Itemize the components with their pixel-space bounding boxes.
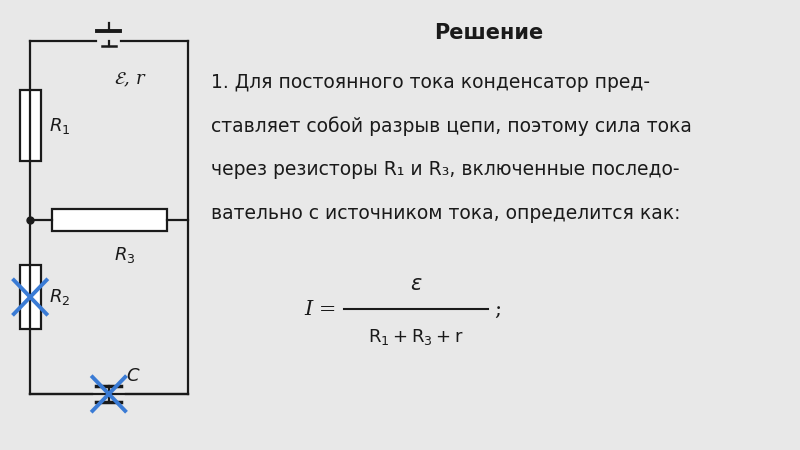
Text: через резисторы R₁ и R₃, включенные последо-: через резисторы R₁ и R₃, включенные посл… (210, 160, 679, 180)
Bar (52, 209, 167, 231)
Text: $R_1$: $R_1$ (50, 116, 70, 135)
Text: $R_3$: $R_3$ (114, 245, 135, 265)
Text: 1. Для постоянного тока конденсатор пред-: 1. Для постоянного тока конденсатор пред… (210, 73, 650, 92)
Text: $\mathrm{R_1 + R_3 + r}$: $\mathrm{R_1 + R_3 + r}$ (368, 327, 464, 347)
Bar (20, 90, 41, 162)
Text: вательно с источником тока, определится как:: вательно с источником тока, определится … (210, 204, 680, 223)
Text: ставляет собой разрыв цепи, поэтому сила тока: ставляет собой разрыв цепи, поэтому сила… (210, 117, 691, 136)
Text: I =: I = (305, 300, 337, 319)
Text: $\mathcal{E}$, r: $\mathcal{E}$, r (114, 71, 146, 89)
Text: $\varepsilon$: $\varepsilon$ (410, 275, 422, 294)
Text: ;: ; (494, 300, 502, 319)
Text: Решение: Решение (434, 23, 543, 43)
Text: $R_2$: $R_2$ (50, 287, 70, 307)
Text: $C$: $C$ (126, 367, 141, 385)
Bar (20, 265, 41, 329)
